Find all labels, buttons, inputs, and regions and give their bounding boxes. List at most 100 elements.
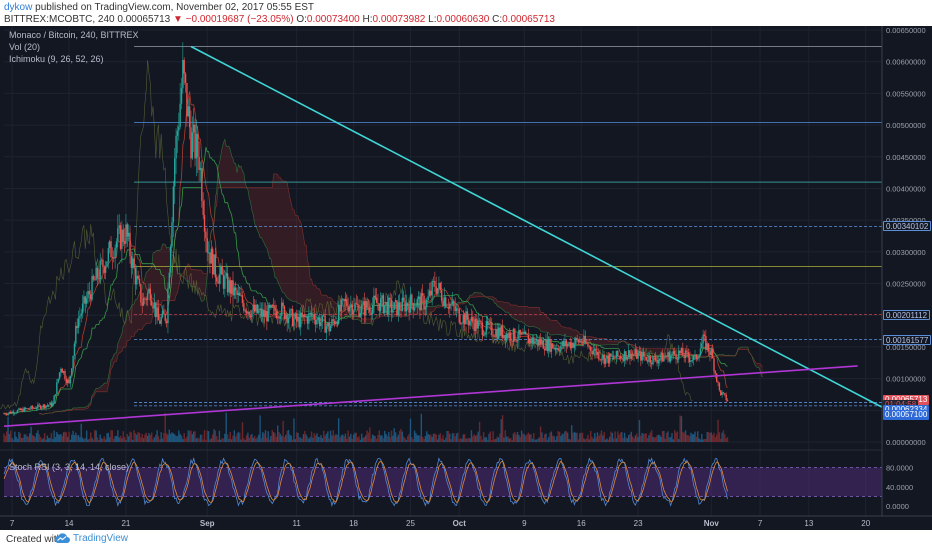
candle-body	[325, 326, 328, 333]
candle-body	[389, 297, 391, 300]
volume-bar	[356, 437, 359, 442]
volume-bar	[328, 438, 330, 442]
candle-body	[542, 340, 544, 349]
chart-canvas[interactable]: 0.00650000 0.00600000 0.00550000 0.00500000…	[0, 26, 932, 530]
candle-body	[119, 225, 122, 249]
candle-body	[333, 320, 336, 325]
volume-bar	[229, 431, 231, 442]
candle-body	[507, 333, 509, 339]
candle-body	[249, 315, 252, 318]
volume-bar	[476, 434, 478, 442]
volume-bar	[442, 435, 444, 442]
candle-body	[290, 309, 292, 310]
candle-body	[266, 311, 268, 322]
volume-bar	[373, 435, 375, 442]
y-tick-label: 0.00350000	[886, 216, 926, 225]
volume-bar	[15, 436, 17, 442]
high-label: H:	[362, 14, 373, 25]
candle-body	[435, 286, 437, 294]
x-tick-label: Sep	[200, 519, 215, 528]
volume-bar	[538, 437, 540, 442]
volume-bar	[202, 439, 204, 442]
volume-bar	[701, 433, 703, 442]
volume-bar	[516, 431, 519, 442]
volume-bar	[423, 438, 425, 442]
candle-body	[363, 301, 366, 316]
candle-body	[327, 322, 329, 327]
author-link[interactable]: dykow	[4, 2, 33, 13]
candle-body	[650, 362, 653, 365]
volume-bar	[392, 435, 394, 442]
candle-body	[474, 318, 477, 332]
candle-body	[722, 392, 725, 394]
candle-body	[6, 414, 8, 416]
volume-bar	[26, 436, 28, 442]
y-tick-label: 0.00100000	[886, 375, 926, 384]
candle-body	[417, 296, 420, 300]
candle-body	[60, 368, 62, 373]
candle-body	[557, 348, 559, 351]
volume-bar	[565, 431, 567, 442]
chart-area[interactable]: 0.00650000 0.00600000 0.00550000 0.00500000…	[0, 26, 932, 530]
x-tick-label: 9	[522, 519, 527, 528]
volume-bar	[396, 437, 398, 442]
ohlc-line: BITTREX:MCOBTC, 240 0.00065713 ▼ −0.0001…	[4, 14, 555, 25]
candle-body	[454, 306, 456, 312]
candle-body	[663, 356, 665, 362]
volume-bar	[398, 430, 401, 442]
candle-body	[641, 352, 643, 361]
candle-body	[646, 360, 649, 362]
volume-bar	[180, 435, 183, 442]
candle-body	[491, 322, 493, 335]
volume-bar	[648, 435, 650, 442]
candle-body	[481, 322, 483, 335]
stoch-rsi-legend[interactable]: Stoch RSI (3, 3, 14, 14, close)	[9, 462, 130, 472]
volume-bar	[640, 435, 642, 442]
candle-body	[600, 359, 603, 361]
candle-body	[68, 379, 70, 384]
volume-bar	[386, 435, 389, 442]
volume-bar	[312, 437, 314, 442]
candle-body	[622, 357, 624, 362]
candle-body	[497, 327, 500, 339]
volume-bar	[132, 439, 134, 442]
volume-bar	[446, 431, 448, 442]
candle-body	[98, 278, 100, 280]
volume-bar	[591, 436, 593, 442]
volume-bar	[226, 434, 229, 442]
ichimoku-legend[interactable]: Ichimoku (9, 26, 52, 26)	[9, 54, 104, 64]
candle-body	[207, 252, 210, 254]
volume-bar	[256, 437, 259, 442]
volume-bar	[619, 432, 622, 442]
volume-bar	[686, 434, 688, 442]
candle-body	[71, 368, 73, 376]
volume-legend[interactable]: Vol (20)	[9, 42, 41, 52]
volume-bar	[463, 434, 466, 442]
candle-body	[699, 348, 702, 356]
candle-body	[404, 300, 406, 312]
candle-body	[61, 368, 63, 373]
candle-body	[561, 341, 563, 346]
volume-bar	[484, 437, 486, 442]
volume-bar	[526, 434, 528, 442]
volume-bar	[508, 438, 511, 442]
candle-body	[595, 348, 597, 356]
volume-bar	[272, 432, 275, 442]
volume-bar	[262, 432, 264, 442]
volume-bar	[379, 435, 382, 442]
tradingview-logo[interactable]: TradingView	[54, 532, 128, 544]
candle-body	[374, 295, 376, 298]
candle-body	[50, 402, 53, 407]
candle-body	[41, 407, 43, 409]
candle-body	[26, 408, 28, 410]
volume-bar	[340, 435, 343, 442]
volume-bar	[72, 430, 74, 442]
volume-bar	[20, 437, 23, 442]
candle-body	[565, 340, 567, 347]
y-tick-label: 0.00150000	[886, 343, 926, 352]
volume-bar	[138, 432, 141, 442]
volume-bar	[534, 439, 536, 442]
x-tick-label: 13	[804, 519, 813, 528]
candle-body	[470, 316, 473, 322]
volume-bar	[207, 431, 210, 442]
